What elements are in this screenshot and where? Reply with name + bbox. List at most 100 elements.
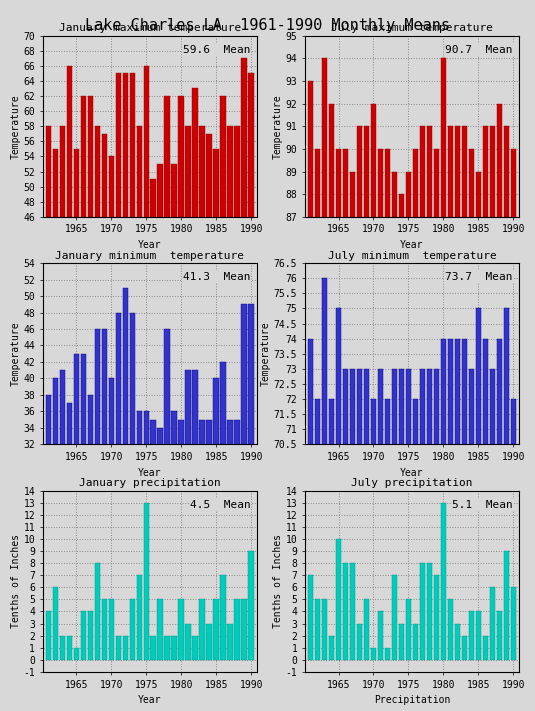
Bar [426,127,432,711]
Bar [378,149,383,711]
Bar [406,599,411,660]
Bar [45,611,51,660]
Bar [74,648,79,660]
Bar [88,395,93,708]
Bar [164,636,170,660]
Bar [343,369,348,711]
Bar [248,551,254,660]
Bar [419,563,425,660]
Bar [172,164,177,565]
Bar [357,369,362,711]
X-axis label: Year: Year [138,468,162,478]
Bar [510,399,516,711]
Bar [157,599,163,660]
Bar [241,599,247,660]
Bar [59,127,65,565]
X-axis label: Precipitation: Precipitation [374,695,450,705]
Bar [371,399,376,711]
Bar [143,503,149,660]
Title: January minimum  temperature: January minimum temperature [55,251,244,261]
Bar [102,134,107,565]
Bar [385,149,390,711]
Bar [315,149,320,711]
Bar [109,599,114,660]
Bar [406,171,411,711]
Bar [213,149,219,565]
Bar [483,636,488,660]
Bar [364,369,369,711]
Bar [399,369,404,711]
Bar [469,611,474,660]
Bar [129,599,135,660]
Bar [426,369,432,711]
Bar [136,412,142,708]
Bar [45,395,51,708]
Bar [371,648,376,660]
Bar [200,599,205,660]
Bar [116,636,121,660]
Bar [434,369,439,711]
Bar [241,304,247,708]
Bar [350,563,355,660]
Bar [59,636,65,660]
Bar [129,313,135,708]
X-axis label: Year: Year [400,468,424,478]
Bar [455,338,460,711]
Bar [476,611,481,660]
Bar [207,624,212,660]
Bar [81,353,86,708]
X-axis label: Year: Year [400,240,424,250]
Bar [248,304,254,708]
Bar [371,104,376,711]
Bar [392,171,398,711]
Bar [129,73,135,565]
Bar [510,587,516,660]
Bar [220,575,226,660]
Bar [441,338,446,711]
Bar [364,127,369,711]
Text: 90.7  Mean: 90.7 Mean [445,45,513,55]
Bar [95,127,100,565]
Bar [399,624,404,660]
Text: 4.5  Mean: 4.5 Mean [189,500,250,510]
Bar [322,278,327,711]
Bar [234,127,240,565]
Bar [81,611,86,660]
Bar [476,309,481,711]
Bar [164,96,170,565]
Bar [193,88,198,565]
Bar [476,171,481,711]
Bar [109,378,114,708]
Bar [234,599,240,660]
Bar [441,503,446,660]
Bar [503,551,509,660]
X-axis label: Year: Year [138,240,162,250]
Title: January precipitation: January precipitation [79,479,220,488]
Bar [66,636,72,660]
X-axis label: Year: Year [138,695,162,705]
Bar [322,599,327,660]
Bar [186,127,191,565]
Bar [385,399,390,711]
Bar [136,575,142,660]
Bar [462,338,467,711]
Bar [490,127,495,711]
Y-axis label: Temperature: Temperature [11,321,21,386]
Bar [241,58,247,565]
Bar [150,179,156,565]
Bar [510,149,516,711]
Text: Lake Charles LA  1961-1990 Monthly Means: Lake Charles LA 1961-1990 Monthly Means [85,18,450,33]
Bar [116,313,121,708]
Bar [52,587,58,660]
Bar [213,599,219,660]
Title: July maximum temperature: July maximum temperature [331,23,493,33]
Bar [150,636,156,660]
Bar [193,370,198,708]
Bar [378,369,383,711]
Bar [66,66,72,565]
Bar [496,104,502,711]
Bar [207,134,212,565]
Y-axis label: Temperature: Temperature [273,94,283,159]
Bar [328,104,334,711]
Bar [157,428,163,708]
